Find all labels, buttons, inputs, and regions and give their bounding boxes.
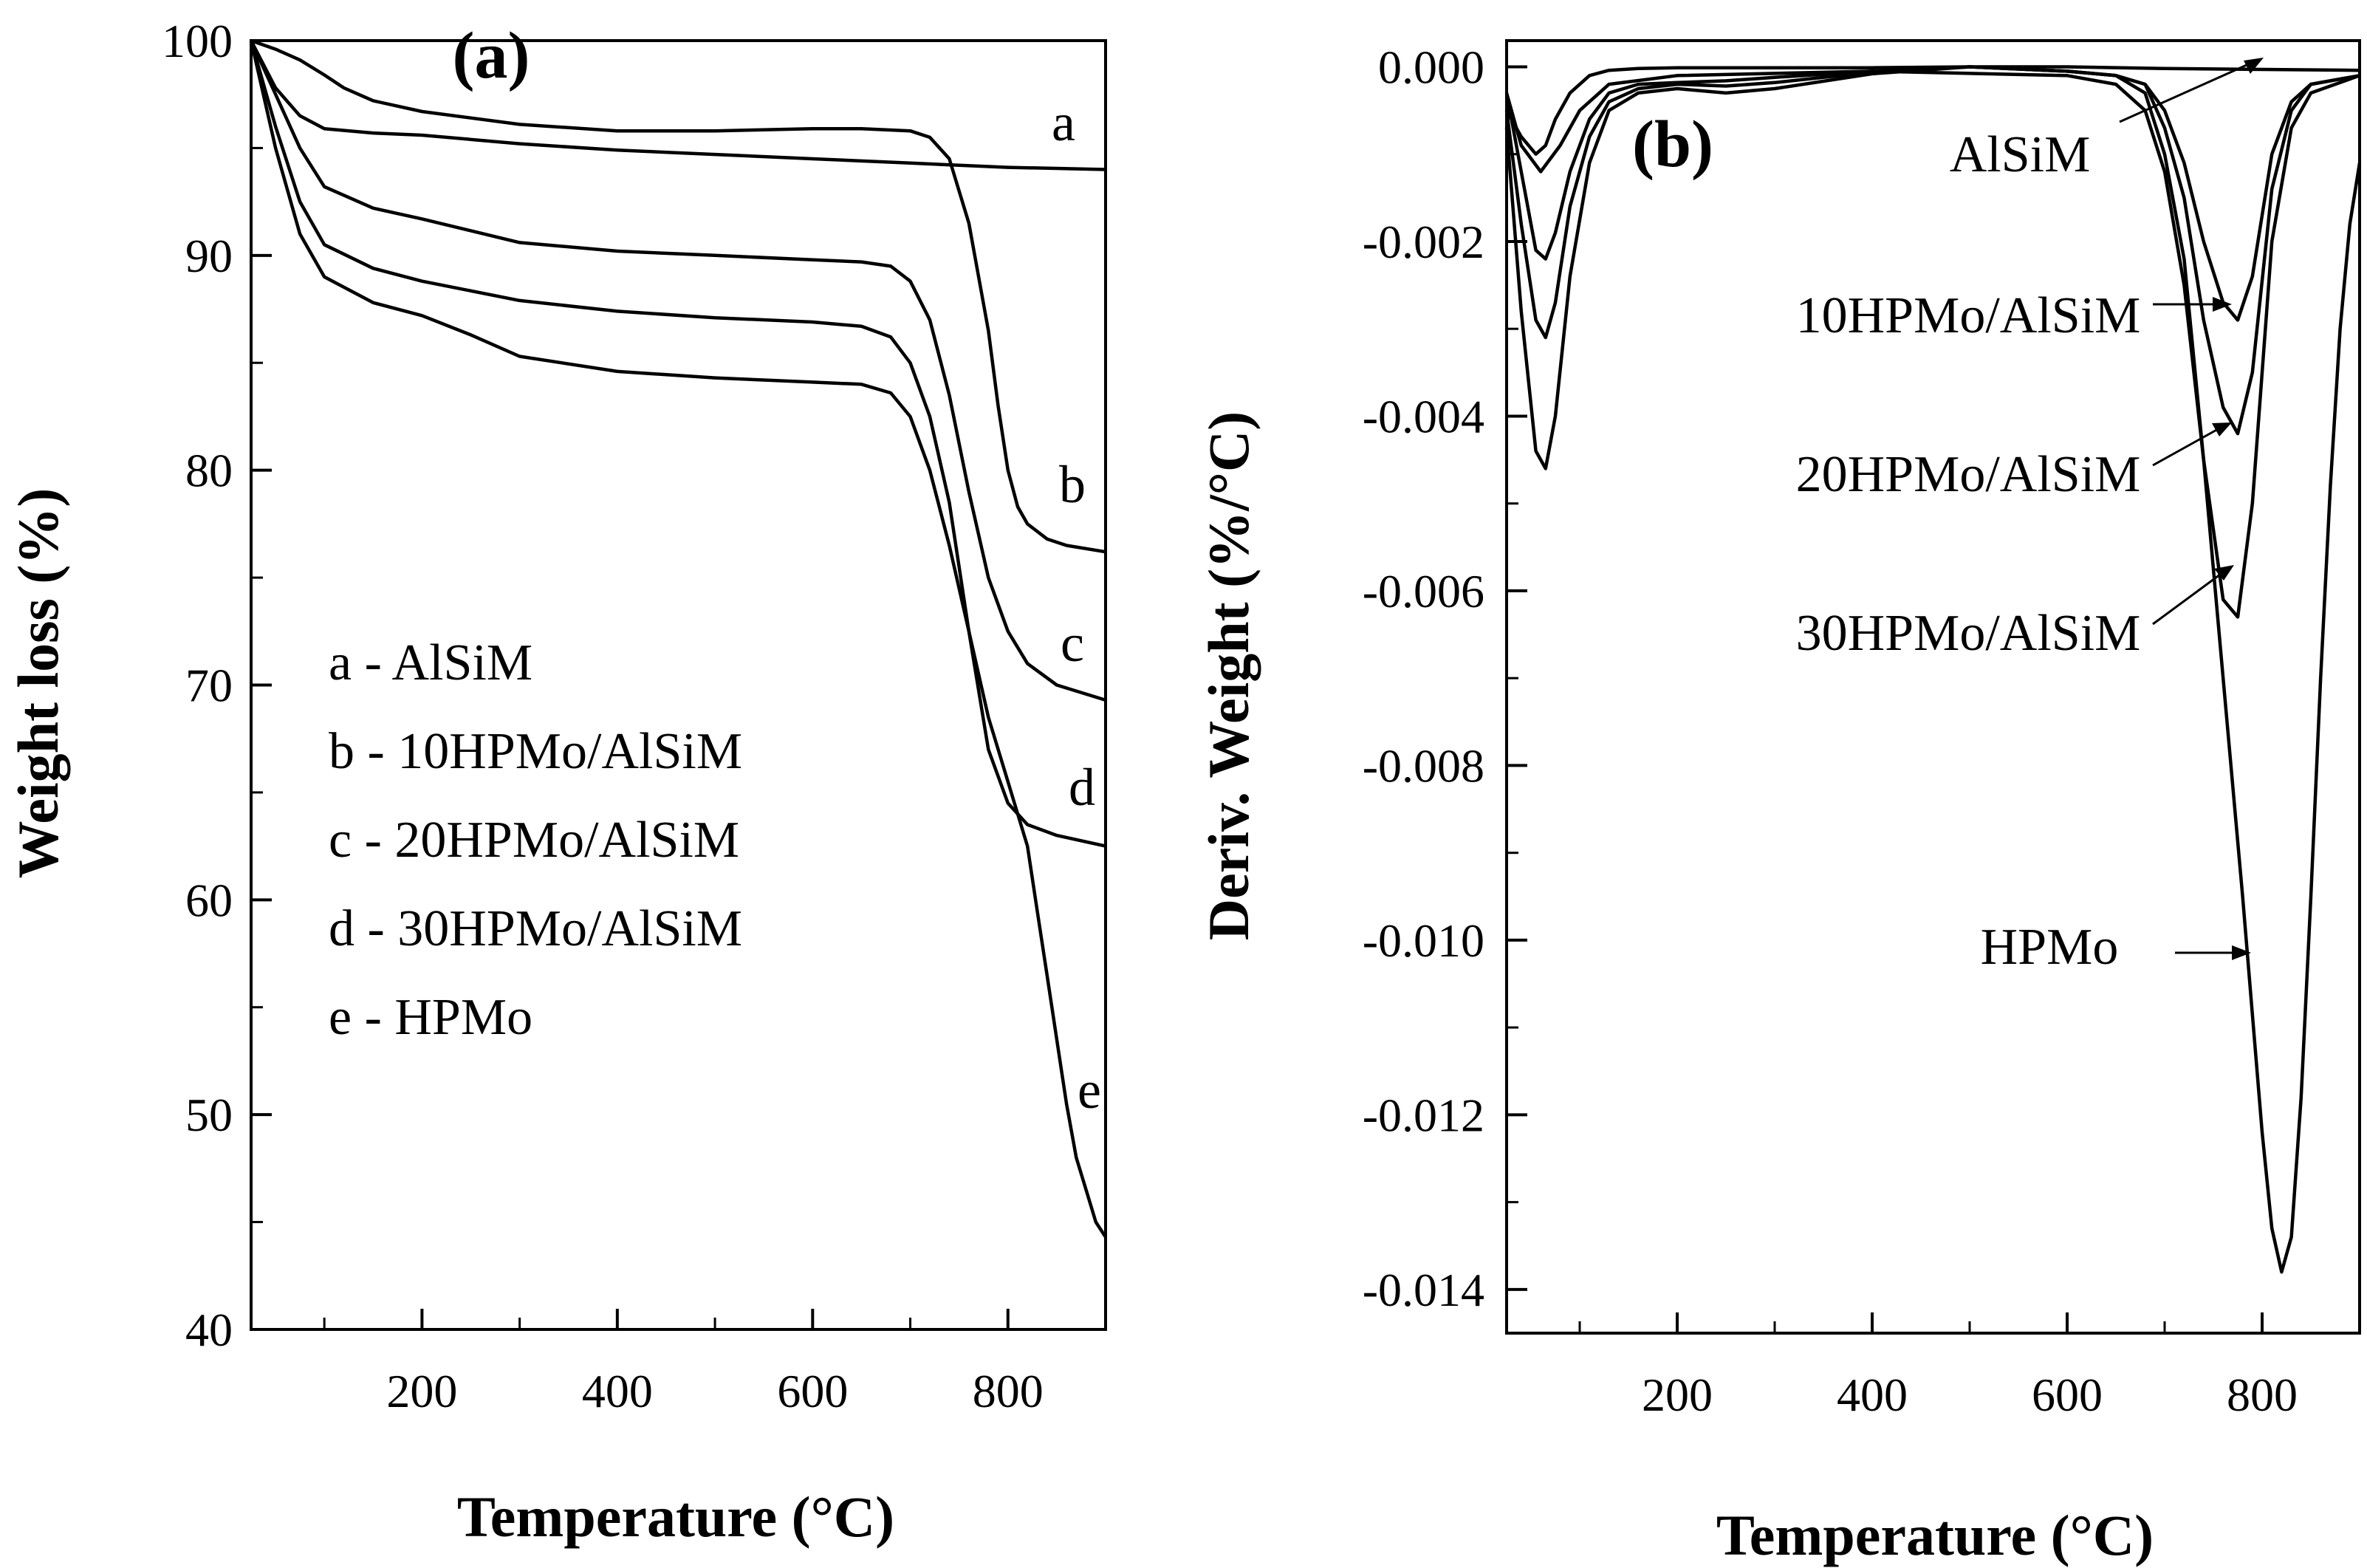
panel-a-y-axis-title: Weight loss (%): [6, 488, 70, 879]
curve-tag-e: e: [1078, 1061, 1101, 1120]
arrowhead-alsim: [2244, 58, 2264, 74]
y-tick-label: -0.008: [1363, 739, 1484, 792]
arrowhead-hpmo: [2232, 945, 2251, 960]
panel-b-y-axis-title: Deriv. Weight (%/°C): [1196, 411, 1261, 941]
y-tick-label: -0.014: [1363, 1264, 1484, 1316]
panel-b: 200 400 600 800 0.000 -0.002 -0.004 -0.006 -0.00…: [1196, 39, 2362, 1567]
y-tick-label: -0.002: [1363, 216, 1484, 268]
y-tick-label: 40: [185, 1304, 233, 1356]
arrow-30hpmo: [2152, 571, 2224, 626]
series-line-d: [249, 40, 1106, 848]
y-tick-label: 70: [185, 660, 233, 712]
curve-tag-b: b: [1059, 455, 1086, 514]
panel-b-annotations: AlSiM 10HPMo/AlSiM 20HPMo/AlSiM 30HPMo/A…: [1796, 58, 2264, 976]
x-tick-label: 400: [1837, 1369, 1908, 1421]
curve-tag-c: c: [1061, 614, 1084, 673]
x-tick-label: 200: [386, 1365, 457, 1417]
panel-b-curves: [1504, 65, 2362, 1274]
legend-entry-a: a - AlSiM: [329, 634, 532, 691]
panel-b-ticks: 200 400 600 800 0.000 -0.002 -0.004 -0.006 -0.00…: [1363, 41, 2298, 1421]
arrowhead-10hpmo: [2213, 297, 2232, 312]
series-line-hpmo: [1504, 69, 2362, 1274]
panel-a-curves: [249, 38, 1107, 1239]
panel-a-x-axis-title: Temperature (°C): [457, 1485, 894, 1549]
panel-b-tag: (b): [1632, 108, 1713, 181]
legend-entry-d: d - 30HPMo/AlSiM: [329, 900, 742, 957]
series-line-a: [250, 39, 1106, 171]
panel-b-axes-frame: [1505, 39, 2361, 1335]
y-tick-label: -0.010: [1363, 914, 1484, 967]
y-tick-label: 50: [185, 1089, 233, 1141]
x-tick-label: 800: [2227, 1369, 2298, 1421]
series-line-10hpmo-alsim: [1504, 65, 2360, 322]
curve-tag-d: d: [1069, 758, 1095, 817]
x-tick-label: 600: [2032, 1369, 2103, 1421]
legend-entry-c: c - 20HPMo/AlSiM: [329, 812, 739, 869]
y-tick-label: -0.004: [1363, 390, 1484, 442]
series-line-b: [250, 38, 1106, 554]
y-tick-label: 100: [162, 15, 233, 67]
annotation-20hpmo: 20HPMo/AlSiM: [1796, 446, 2141, 503]
annotation-hpmo: HPMo: [1981, 919, 2119, 976]
x-tick-label: 200: [1642, 1369, 1713, 1421]
panel-a-legend: a - AlSiM b - 10HPMo/AlSiM c - 20HPMo/Al…: [329, 634, 742, 1046]
arrowhead-20hpmo: [2212, 422, 2232, 436]
annotation-30hpmo: 30HPMo/AlSiM: [1796, 605, 2141, 662]
y-tick-label: 90: [185, 230, 233, 282]
x-tick-label: 600: [777, 1365, 848, 1417]
series-line-alsim: [1505, 65, 2360, 156]
y-tick-label: 60: [185, 874, 233, 926]
panel-a-tag: (a): [453, 19, 530, 92]
legend-entry-e: e - HPMo: [329, 989, 532, 1046]
panel-a: 200 400 600 800 40 50 60 70 80 90 100 (a) Temperat…: [6, 15, 1107, 1549]
y-tick-label: -0.012: [1363, 1089, 1484, 1141]
curve-tag-a: a: [1052, 93, 1075, 152]
series-line-c: [249, 40, 1106, 702]
y-tick-label: 0.000: [1378, 41, 1484, 93]
panel-a-ticks: 200 400 600 800 40 50 60 70 80 90 100: [162, 15, 1044, 1417]
arrowhead-30hpmo: [2214, 565, 2234, 581]
series-line-30hpmo-alsim: [1504, 65, 2360, 619]
panel-b-x-axis-title: Temperature (°C): [1716, 1503, 2154, 1567]
arrow-20hpmo: [2152, 427, 2220, 467]
x-tick-label: 800: [973, 1365, 1044, 1417]
series-line-e: [249, 40, 1107, 1239]
annotation-10hpmo: 10HPMo/AlSiM: [1796, 287, 2141, 344]
y-tick-label: 80: [185, 445, 233, 497]
x-tick-label: 400: [582, 1365, 653, 1417]
panel-a-curve-tags: a b c d e: [1052, 93, 1101, 1120]
legend-entry-b: b - 10HPMo/AlSiM: [329, 723, 742, 780]
arrow-alsim: [2119, 58, 2261, 123]
y-tick-label: -0.006: [1363, 565, 1484, 617]
annotation-alsim: AlSiM: [1950, 126, 2091, 183]
